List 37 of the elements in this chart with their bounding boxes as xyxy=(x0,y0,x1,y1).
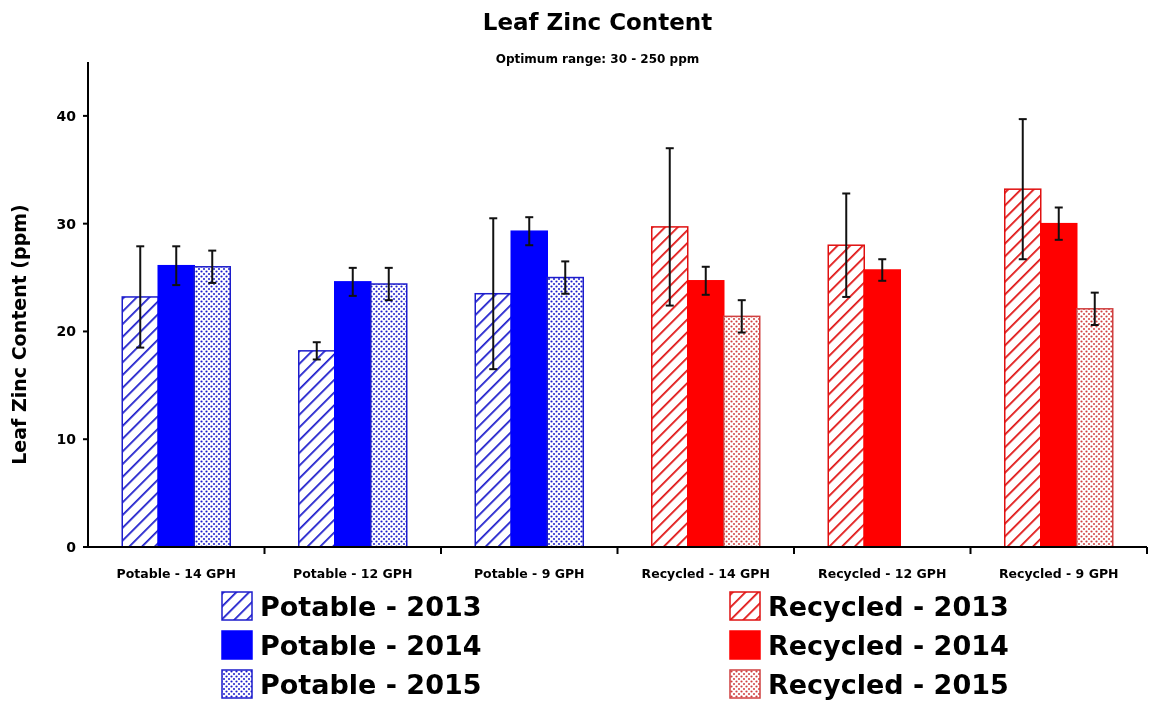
chart-subtitle: Optimum range: 30 - 250 ppm xyxy=(495,52,700,66)
bar xyxy=(546,276,584,548)
bar xyxy=(510,230,548,548)
y-tick-label: 30 xyxy=(56,215,77,232)
legend-label: Recycled - 2015 xyxy=(768,668,1009,700)
bar xyxy=(474,292,512,548)
bar xyxy=(651,226,689,548)
bar xyxy=(1040,222,1078,548)
y-axis-title: Leaf Zinc Content (ppm) xyxy=(8,204,30,465)
y-tick-label: 0 xyxy=(66,538,77,555)
bar xyxy=(370,283,408,548)
bar xyxy=(121,296,159,548)
bar xyxy=(723,315,761,548)
bar xyxy=(863,269,901,548)
legend-label: Potable - 2014 xyxy=(260,629,482,661)
y-tick-label: 10 xyxy=(56,431,77,448)
bar xyxy=(193,266,231,548)
bar xyxy=(827,244,865,548)
legend-label: Potable - 2013 xyxy=(260,590,482,622)
bar xyxy=(157,264,195,548)
bar xyxy=(687,280,725,548)
y-tick-label: 40 xyxy=(56,107,77,124)
bar xyxy=(298,350,336,548)
x-tick-label: Potable - 9 GPH xyxy=(473,566,585,581)
x-tick-label: Potable - 14 GPH xyxy=(116,566,236,581)
x-tick-label: Recycled - 9 GPH xyxy=(998,566,1119,581)
legend-label: Recycled - 2013 xyxy=(768,590,1009,622)
x-tick-label: Potable - 12 GPH xyxy=(293,566,413,581)
x-tick-label: Recycled - 14 GPH xyxy=(641,566,770,581)
bar xyxy=(1004,188,1042,548)
bar xyxy=(1076,308,1114,548)
bar xyxy=(334,281,372,548)
y-tick-label: 20 xyxy=(56,323,77,340)
legend-label: Recycled - 2014 xyxy=(768,629,1009,661)
chart-title: Leaf Zinc Content xyxy=(482,9,713,35)
legend-label: Potable - 2015 xyxy=(260,668,482,700)
x-tick-label: Recycled - 12 GPH xyxy=(818,566,947,581)
